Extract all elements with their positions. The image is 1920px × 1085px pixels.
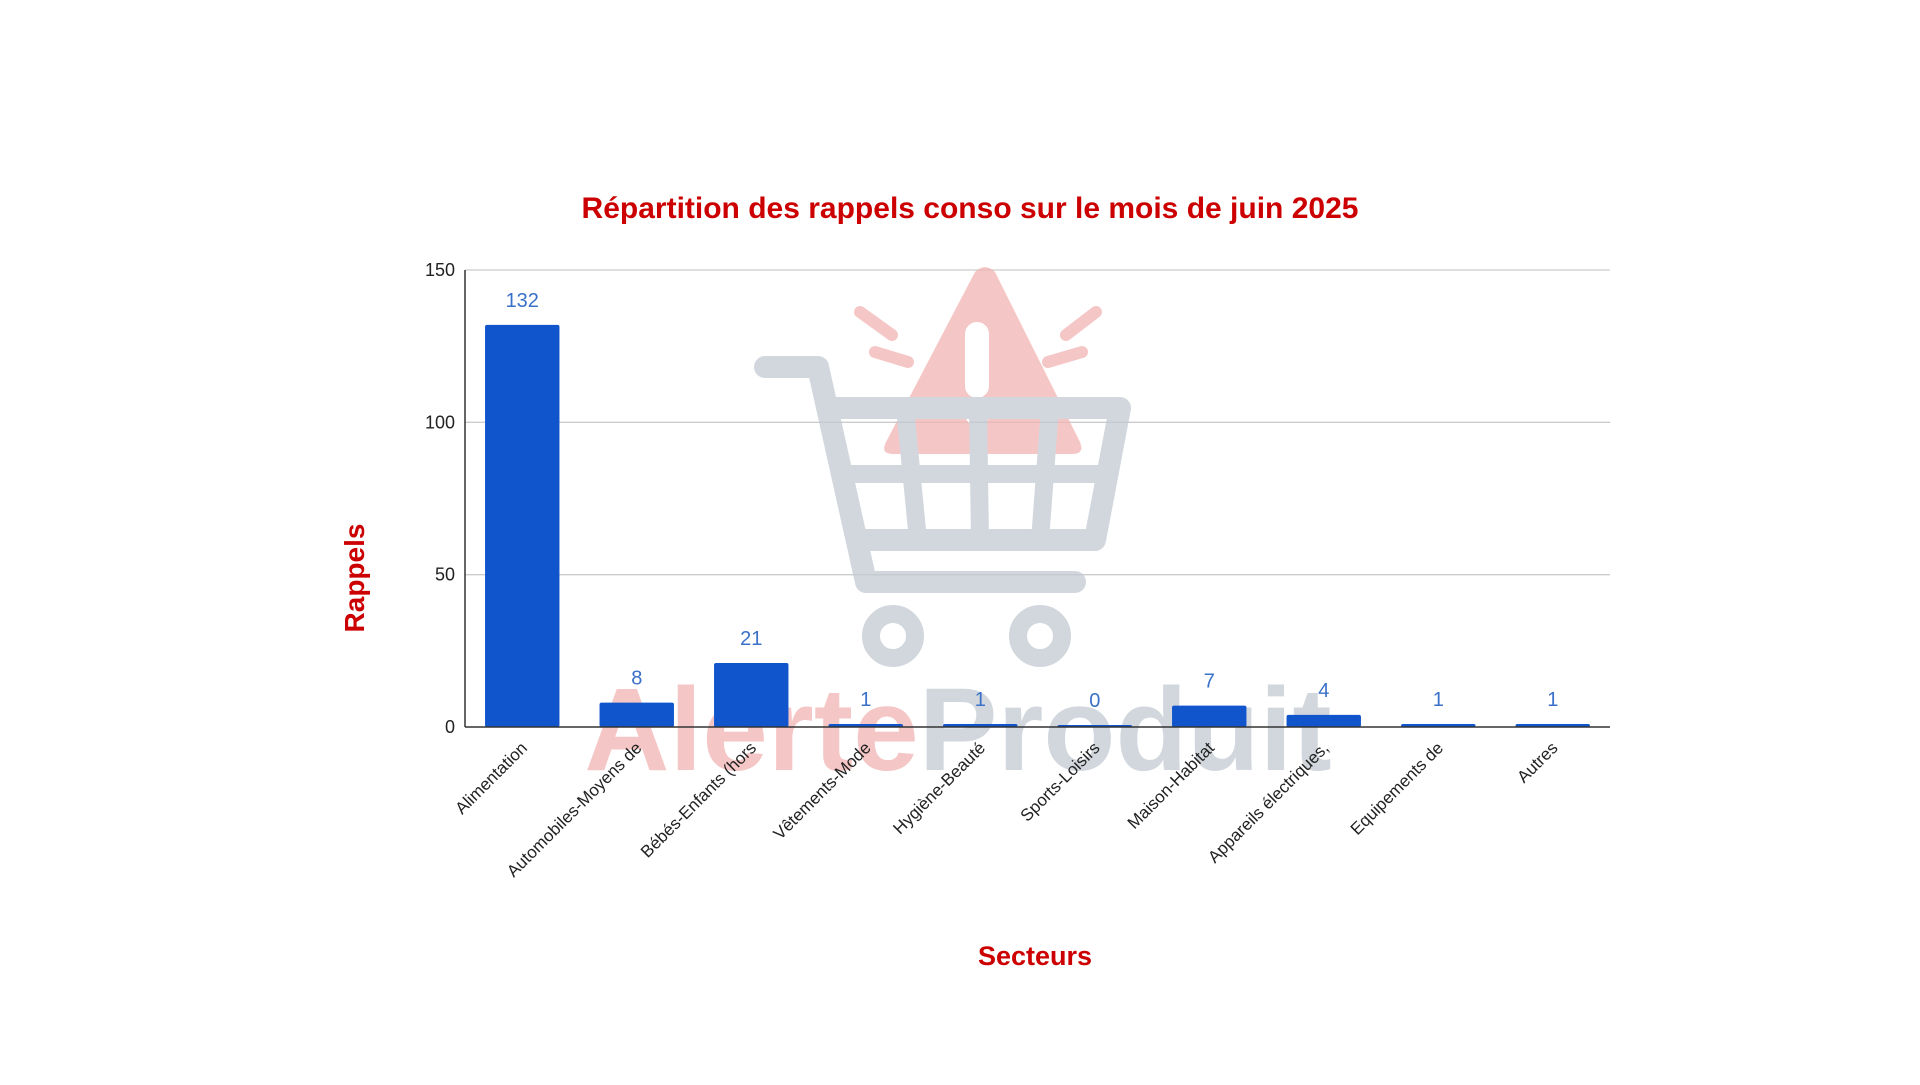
y-tick-label: 0	[445, 717, 455, 737]
data-label: 1	[1547, 689, 1558, 711]
bar	[714, 663, 789, 727]
bar	[599, 702, 674, 727]
watermark-logo: AlerteProduit	[584, 267, 1332, 796]
data-label: 1	[1433, 689, 1444, 711]
chart-title: Répartition des rappels conso sur le moi…	[582, 192, 1359, 225]
shopping-cart-alert-icon	[754, 267, 1131, 667]
bar	[1515, 723, 1590, 727]
bar	[943, 723, 1018, 727]
y-tick-label: 100	[425, 412, 455, 432]
bar	[1286, 714, 1361, 727]
x-tick-label: Equipements de	[1347, 738, 1447, 838]
data-label: 1	[975, 689, 986, 711]
y-tick-label: 150	[425, 260, 455, 280]
x-tick-label: Alimentation	[451, 738, 531, 818]
data-label: 132	[506, 290, 539, 312]
bar	[485, 324, 560, 727]
y-tick-label: 50	[435, 565, 455, 585]
data-label: 8	[631, 668, 642, 690]
bars	[485, 324, 1590, 727]
bar	[1172, 705, 1247, 727]
y-axis-ticks: 0 50 100 150	[425, 260, 455, 737]
x-tick-label: Automobiles-Moyens de	[503, 738, 645, 880]
watermark-text-part2: Produit	[919, 664, 1332, 796]
data-label: 7	[1204, 671, 1215, 693]
x-axis-title: Secteurs	[978, 941, 1092, 971]
bar	[828, 723, 903, 727]
bar	[1401, 723, 1476, 727]
y-axis-title: Rappels	[339, 524, 370, 633]
data-label: 4	[1318, 680, 1329, 702]
data-label: 1	[860, 689, 871, 711]
data-label: 21	[740, 628, 762, 650]
x-tick-label: Autres	[1513, 738, 1561, 786]
data-label: 0	[1089, 690, 1100, 712]
